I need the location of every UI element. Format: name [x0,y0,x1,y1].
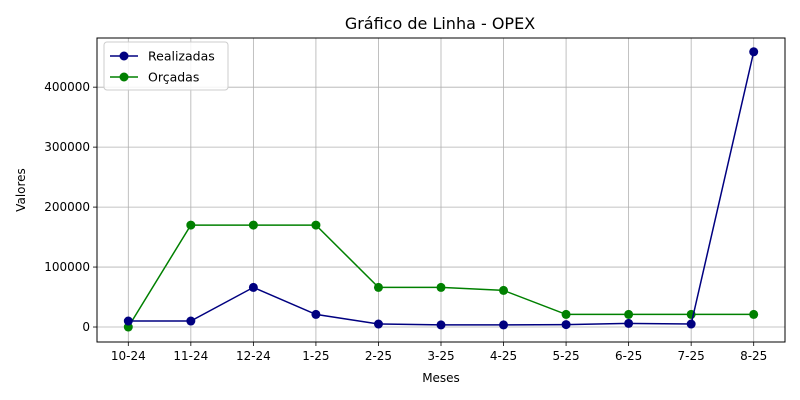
data-point-realizadas [499,320,509,330]
x-axis-label: Meses [422,371,460,385]
x-tick-label: 7-25 [678,349,705,363]
data-point-realizadas [561,320,571,330]
x-tick-label: 12-24 [236,349,271,363]
legend-label-orcadas: Orçadas [148,70,199,85]
x-tick-label: 11-24 [173,349,208,363]
y-tick-label: 100000 [44,260,90,274]
x-tick-label: 8-25 [740,349,767,363]
data-point-realizadas [186,316,196,326]
y-tick-label: 400000 [44,80,90,94]
y-tick-label: 0 [82,320,90,334]
x-tick-label: 3-25 [427,349,454,363]
series-layer [123,47,759,332]
chart-title: Gráfico de Linha - OPEX [345,14,535,33]
y-tick-label: 200000 [44,200,90,214]
x-tick-label: 6-25 [615,349,642,363]
legend: Realizadas Orçadas [103,41,229,91]
x-tick-label: 10-24 [111,349,146,363]
data-point-realizadas [248,282,258,292]
data-point-realizadas [686,319,696,329]
legend-marker-orcadas [119,72,129,82]
data-point-orcadas [186,220,196,230]
data-point-orcadas [436,282,446,292]
x-axis: 10-24 11-24 12-24 1-25 2-25 3-25 4-25 5-25 6-25 7… [111,342,767,363]
y-axis: 0 100000 200000 300000 400000 [44,80,97,334]
legend-label-realizadas: Realizadas [148,49,215,64]
legend-marker-realizadas [119,51,129,61]
data-point-orcadas [311,220,321,230]
data-point-orcadas [499,285,509,295]
data-point-realizadas [436,320,446,330]
legend-box [103,41,229,91]
x-tick-label: 4-25 [490,349,517,363]
data-point-orcadas [749,309,759,319]
data-point-orcadas [373,282,383,292]
data-point-orcadas [561,309,571,319]
x-tick-label: 1-25 [302,349,329,363]
data-point-orcadas [248,220,258,230]
grid [97,38,785,342]
data-point-realizadas [123,316,133,326]
data-point-orcadas [624,309,634,319]
y-tick-label: 300000 [44,140,90,154]
x-tick-label: 2-25 [365,349,392,363]
data-point-realizadas [311,309,321,319]
data-point-realizadas [624,318,634,328]
x-tick-label: 5-25 [552,349,579,363]
y-axis-label: Valores [14,168,28,212]
data-point-realizadas [373,319,383,329]
data-point-realizadas [749,47,759,57]
